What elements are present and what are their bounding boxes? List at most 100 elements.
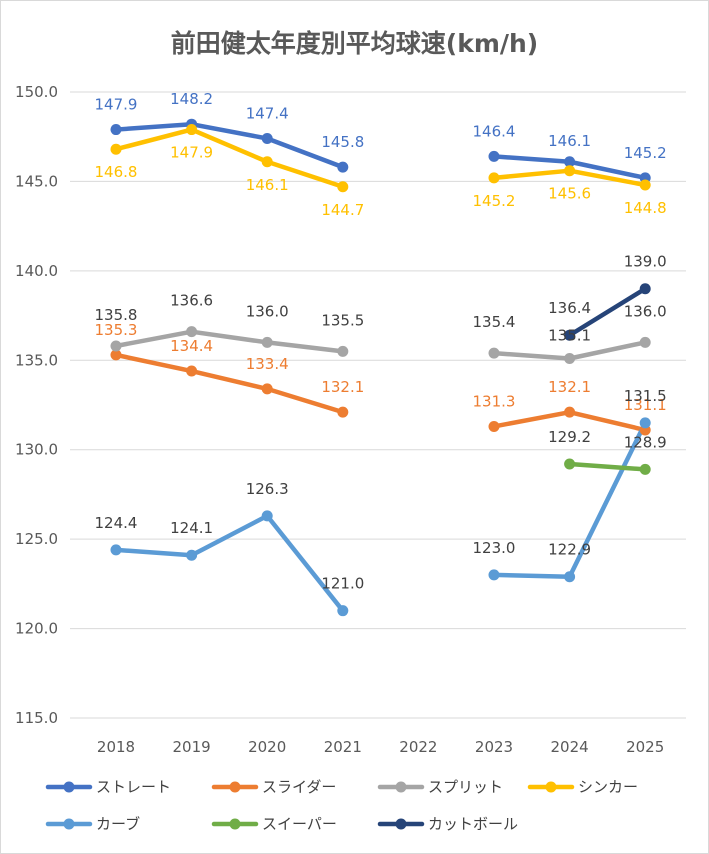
data-point [488, 347, 500, 359]
data-point [564, 571, 576, 583]
data-point [639, 463, 651, 475]
data-label: 145.2 [473, 192, 516, 210]
data-label: 147.9 [170, 144, 213, 162]
series-line-segment [567, 340, 648, 361]
data-label: 139.0 [624, 253, 667, 271]
x-tick-label: 2018 [97, 738, 135, 756]
series-line-segment [491, 154, 572, 165]
data-label: 146.1 [548, 132, 591, 150]
data-label: 132.1 [548, 378, 591, 396]
data-label: 135.8 [95, 306, 138, 324]
data-label: 128.9 [624, 433, 667, 451]
data-point [110, 340, 122, 352]
series-line-segment [491, 572, 572, 579]
series-line-segment [113, 121, 194, 132]
data-label: 124.4 [95, 514, 138, 532]
data-label: 136.0 [246, 302, 289, 320]
data-label: 135.1 [548, 326, 591, 344]
legend-swatch-marker [229, 818, 241, 830]
series-line-segment [113, 547, 194, 558]
data-point [261, 383, 273, 395]
data-label: 136.6 [170, 292, 213, 310]
series-line-segment [567, 159, 648, 181]
data-point [639, 336, 651, 348]
y-tick-label: 120.0 [15, 620, 58, 638]
data-point [564, 156, 576, 168]
data-label: 145.8 [321, 133, 364, 151]
data-point [488, 150, 500, 162]
data-label: 129.2 [548, 428, 591, 446]
data-point [639, 179, 651, 191]
legend-swatch-marker [545, 781, 557, 793]
data-point [186, 124, 198, 136]
data-label: 121.0 [321, 575, 364, 593]
data-point [639, 417, 651, 429]
data-label: 147.4 [246, 105, 289, 123]
data-point [564, 165, 576, 177]
series-line-segment [567, 409, 648, 433]
x-tick-label: 2024 [551, 738, 589, 756]
series-line-segment [567, 168, 648, 188]
series-line-segment [189, 127, 270, 165]
data-label: 134.4 [170, 337, 213, 355]
series-line-segment [189, 368, 270, 392]
y-tick-label: 130.0 [15, 441, 58, 459]
x-tick-label: 2025 [626, 738, 664, 756]
x-tick-label: 2020 [248, 738, 286, 756]
series-line-segment [113, 329, 194, 349]
data-point [639, 283, 651, 295]
legend-label: ストレート [96, 778, 171, 796]
data-point [488, 420, 500, 432]
data-point [186, 326, 198, 338]
legend-swatch-marker [395, 781, 407, 793]
series-line-segment [189, 513, 270, 558]
data-point [488, 569, 500, 581]
data-label: 131.5 [624, 387, 667, 405]
data-label: 146.8 [95, 163, 138, 181]
data-label: 147.9 [95, 96, 138, 114]
x-tick-label: 2021 [324, 738, 362, 756]
y-tick-label: 125.0 [15, 530, 58, 548]
data-label: 135.3 [95, 321, 138, 339]
data-point [261, 156, 273, 168]
series-line-segment [264, 386, 346, 415]
data-point [337, 605, 349, 617]
data-label: 131.1 [624, 396, 667, 414]
legend-swatch-marker [63, 781, 75, 793]
series-line-segment [567, 420, 648, 579]
legend-label: シンカー [578, 778, 638, 796]
x-tick-label: 2022 [399, 738, 437, 756]
legend-label: スイーパー [262, 815, 337, 833]
data-label: 135.5 [321, 311, 364, 329]
data-label: 136.4 [548, 299, 591, 317]
y-tick-label: 150.0 [15, 83, 58, 101]
data-point [337, 345, 349, 357]
data-point [261, 133, 273, 145]
data-label: 132.1 [321, 378, 364, 396]
series-line-segment [189, 121, 270, 141]
data-point [337, 406, 349, 418]
series-line-segment [491, 409, 572, 429]
data-point [110, 544, 122, 556]
legend-swatch-marker [395, 818, 407, 830]
data-point [110, 124, 122, 136]
data-label: 148.2 [170, 90, 213, 108]
data-point [337, 161, 349, 173]
series-line-segment [491, 168, 572, 181]
data-point [564, 458, 576, 470]
data-label: 123.0 [473, 539, 516, 557]
data-label: 133.4 [246, 355, 289, 373]
series-line-segment [567, 461, 648, 472]
series-line-segment [264, 513, 346, 613]
series-line-segment [113, 352, 194, 374]
x-tick-label: 2023 [475, 738, 513, 756]
data-point [110, 143, 122, 155]
data-point [261, 510, 273, 522]
x-tick-label: 2019 [173, 738, 211, 756]
series-line-segment [113, 127, 194, 152]
data-label: 144.7 [321, 201, 364, 219]
data-point [110, 349, 122, 361]
data-point [186, 365, 198, 377]
